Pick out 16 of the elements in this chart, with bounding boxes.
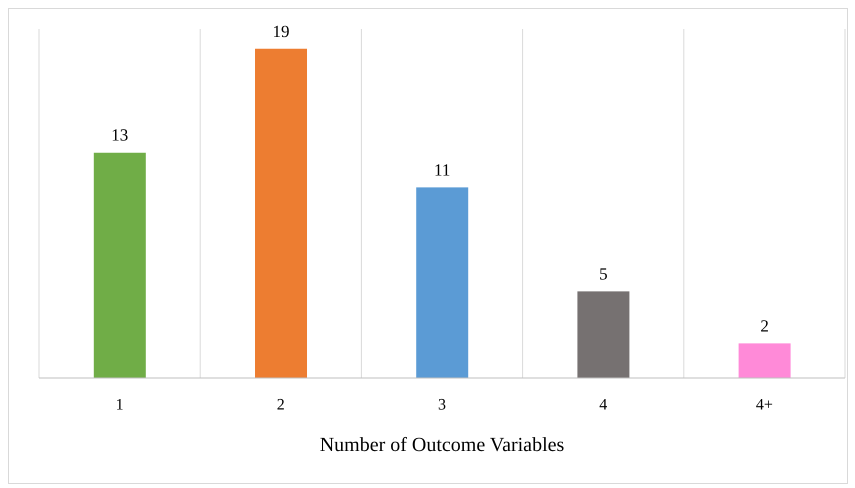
bar xyxy=(94,152,146,378)
data-label: 19 xyxy=(272,22,290,41)
bar xyxy=(416,187,468,378)
bar xyxy=(577,291,630,378)
x-tick-label: 4 xyxy=(599,396,608,414)
x-tick-label: 1 xyxy=(116,396,124,414)
bar xyxy=(738,343,791,378)
x-axis-title: Number of Outcome Variables xyxy=(320,434,564,456)
bar xyxy=(255,48,308,378)
data-label: 13 xyxy=(111,126,128,145)
x-tick-label: 2 xyxy=(276,396,285,414)
data-label: 2 xyxy=(760,316,769,336)
x-tick-label: 3 xyxy=(438,396,446,414)
x-tick-label: 4+ xyxy=(756,396,773,414)
data-label: 5 xyxy=(599,264,608,284)
data-label: 11 xyxy=(434,160,450,180)
